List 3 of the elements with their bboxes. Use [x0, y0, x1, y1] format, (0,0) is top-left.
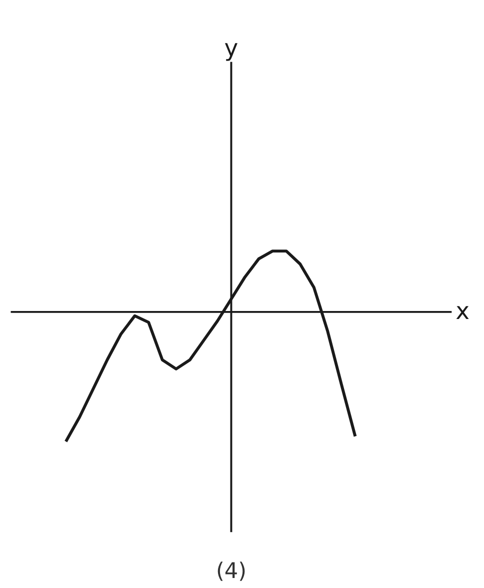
- x-axis-title: x: [456, 296, 470, 325]
- text: y: [224, 34, 238, 62]
- text: (4): [216, 559, 246, 584]
